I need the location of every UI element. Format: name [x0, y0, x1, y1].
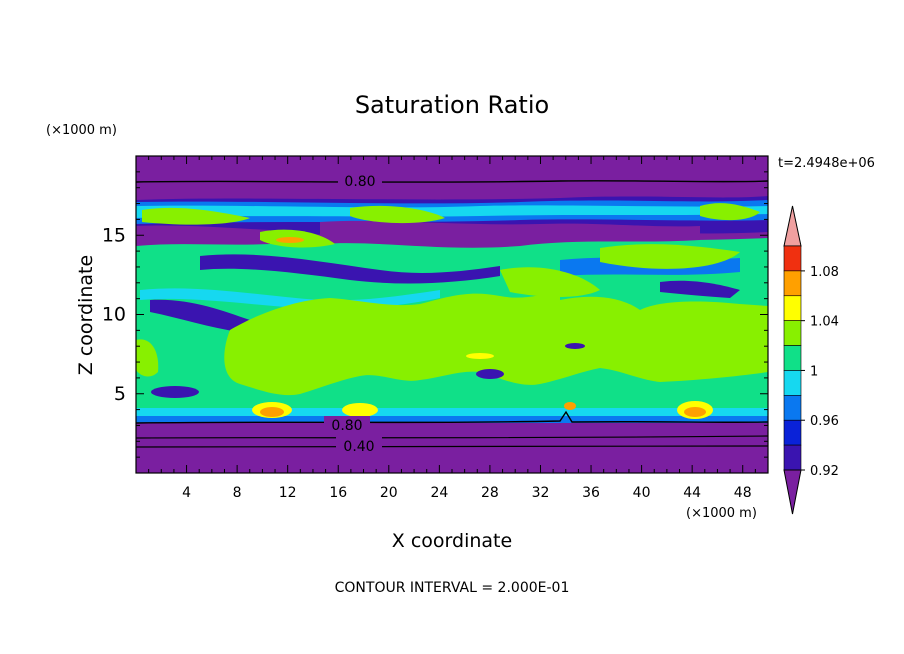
- contour-label: 0.80: [344, 174, 375, 190]
- x-tick-label: 4: [182, 485, 191, 501]
- central-yellow-green-region: [224, 290, 768, 395]
- colorbar-box: [783, 270, 802, 297]
- contour-line: [136, 435, 768, 439]
- warm-spot: [260, 407, 284, 417]
- x-tick-labels: 4 8 12 16 20 24 28 32 36 40 44 48: [182, 485, 752, 501]
- green-lobe: [350, 205, 445, 224]
- dark-patch: [151, 386, 199, 398]
- contour-label-bg: [336, 437, 382, 453]
- green-lobe: [700, 203, 760, 221]
- colorbar-box: [783, 370, 802, 396]
- colorbar-box: [783, 295, 802, 321]
- colorbar-label: 0.96: [810, 414, 839, 429]
- dark-patch: [476, 369, 504, 379]
- warm-spot: [342, 403, 378, 417]
- lower-blue-band: [136, 416, 768, 423]
- x-tick-label: 16: [329, 485, 347, 501]
- colorbar-box: [783, 345, 802, 371]
- mid-dark-patch: [150, 299, 250, 332]
- mid-dark-patch: [660, 280, 740, 298]
- warm-spot: [276, 237, 304, 243]
- colorbar-box: [783, 245, 802, 272]
- colorbar-box: [783, 419, 802, 446]
- y-tick-label: 5: [114, 383, 126, 405]
- x-tick-label: 24: [430, 485, 448, 501]
- colorbar-label: 0.92: [810, 464, 839, 479]
- warm-spot: [564, 402, 576, 410]
- x-unit-label: (×1000 m): [686, 506, 757, 521]
- mid-dark-streak: [200, 254, 500, 284]
- colorbar-box: [783, 395, 802, 421]
- colorbar-under-triangle: [783, 469, 802, 515]
- contour-label: 0.80: [331, 418, 362, 434]
- x-tick-label: 12: [279, 485, 297, 501]
- time-label: t=2.4948e+06: [778, 156, 875, 171]
- y-tick-label: 10: [102, 304, 126, 326]
- x-tick-label: 40: [633, 485, 651, 501]
- upper-purple-streak: [136, 225, 270, 246]
- x-tick-label: 20: [380, 485, 398, 501]
- y-tick-label: 15: [102, 224, 126, 246]
- x-tick-label: 28: [481, 485, 499, 501]
- colorbar-label: 1.08: [810, 265, 839, 280]
- upper-cyan-band: [136, 205, 768, 218]
- x-tick-label: 32: [532, 485, 550, 501]
- colorbar-box: [783, 320, 802, 346]
- colorbar-labels: 0.92 0.96 1 1.04 1.08: [801, 265, 839, 479]
- y-axis-title: Z coordinate: [75, 255, 97, 375]
- saturation-field: [136, 156, 768, 473]
- dark-patch: [565, 343, 585, 349]
- green-lobe: [500, 267, 600, 297]
- x-tick-label: 8: [233, 485, 242, 501]
- contour-label-bg: [338, 172, 382, 188]
- warm-spot: [684, 407, 706, 417]
- contour-line: [136, 445, 768, 448]
- x-tick-label: 44: [683, 485, 701, 501]
- green-lobe: [142, 207, 250, 225]
- colorbar: [783, 205, 802, 515]
- x-tick-label: 48: [734, 485, 752, 501]
- y-unit-label: (×1000 m): [46, 123, 117, 138]
- x-axis-title: X coordinate: [392, 530, 512, 552]
- contour-label-bg: [324, 416, 370, 432]
- colorbar-over-triangle: [783, 205, 802, 247]
- upper-purple-streak: [320, 220, 700, 248]
- contour-line: [136, 180, 768, 183]
- warm-spot: [466, 353, 494, 359]
- contour-label: 0.40: [343, 439, 374, 455]
- y-tick-labels: 5 10 15: [102, 224, 126, 405]
- colorbar-label: 1.04: [810, 315, 839, 330]
- axis-ticks: [136, 156, 768, 473]
- chart-title: Saturation Ratio: [355, 91, 549, 119]
- green-lobe: [600, 244, 740, 269]
- green-lobe: [136, 339, 159, 377]
- lower-purple-band: [136, 423, 768, 473]
- contour-line: [136, 410, 768, 424]
- colorbar-label: 1: [810, 364, 818, 379]
- colorbar-box: [783, 444, 802, 471]
- x-tick-label: 36: [582, 485, 600, 501]
- contour-interval-footer: CONTOUR INTERVAL = 2.000E-01: [335, 580, 570, 596]
